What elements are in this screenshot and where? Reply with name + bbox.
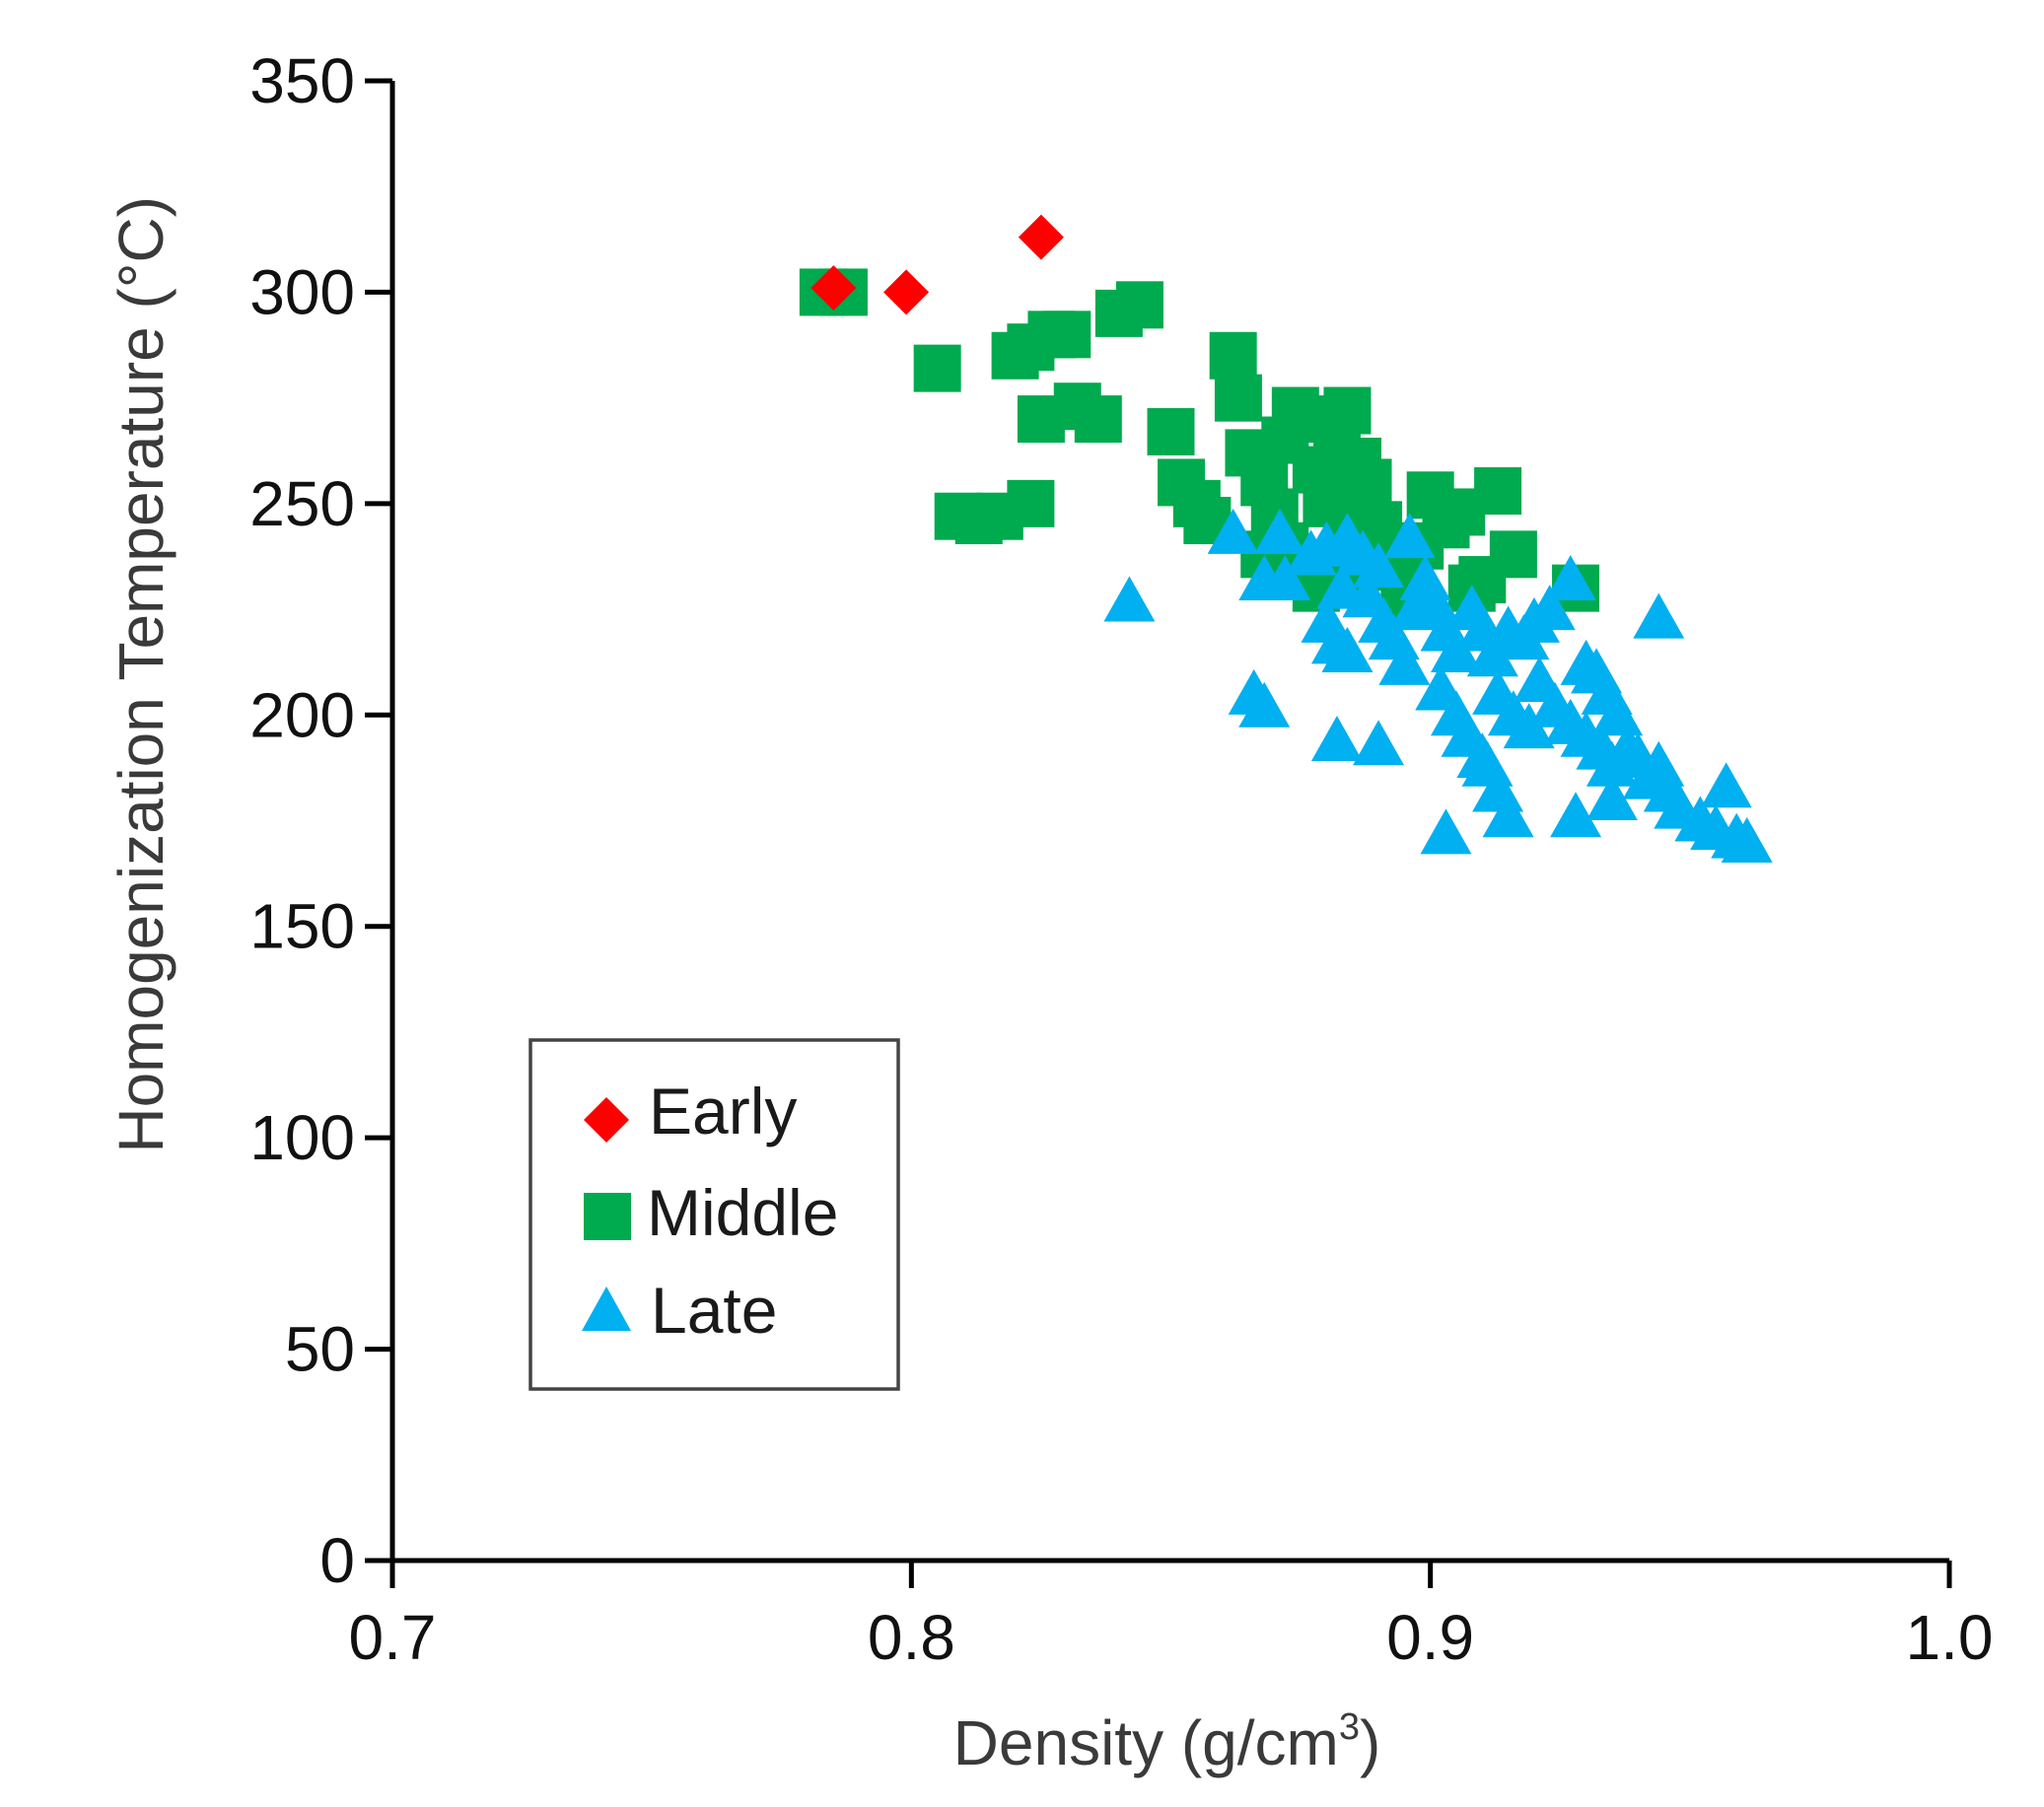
x-tick-label: 0.9 <box>1386 1602 1474 1673</box>
data-point-middle <box>1147 407 1195 455</box>
data-point-late <box>1586 775 1638 821</box>
data-point-late <box>1353 720 1405 766</box>
data-point-early <box>811 265 857 312</box>
data-point-late <box>1633 592 1685 639</box>
legend: Early Middle Late <box>529 1038 900 1391</box>
data-point-late <box>1310 716 1363 762</box>
data-point-late <box>1591 690 1644 736</box>
data-point-late <box>1721 816 1773 863</box>
y-tick-label: 100 <box>249 1102 355 1173</box>
data-point-late <box>1430 626 1482 672</box>
y-tick-label: 200 <box>249 679 355 750</box>
y-axis-title: Homogenization Temperature (°C) <box>106 196 176 1153</box>
data-point-middle <box>1115 281 1163 329</box>
data-point-middle <box>1007 479 1055 527</box>
data-point-late <box>1523 585 1576 631</box>
data-point-late <box>1103 576 1156 622</box>
x-axis-title-main: Density (g/cm <box>953 1707 1339 1778</box>
legend-label-early: Early <box>649 1075 797 1147</box>
series-middle <box>799 268 1600 621</box>
data-point-late <box>1254 508 1306 554</box>
x-axis-title: Density (g/cm3) <box>953 1706 1381 1778</box>
y-axis-ticks: 0 50 100 150 200 250 300 350 <box>249 45 392 1596</box>
series-early <box>811 214 1064 315</box>
x-tick-label: 1.0 <box>1906 1602 1994 1673</box>
data-point-middle <box>1214 374 1262 422</box>
legend-marker-late <box>582 1286 631 1331</box>
x-tick-label: 0.8 <box>868 1602 955 1673</box>
data-point-late <box>1238 681 1291 728</box>
data-point-early <box>1018 214 1064 260</box>
series-late <box>1103 508 1773 863</box>
data-point-late <box>1466 631 1518 677</box>
data-point-late <box>1544 555 1596 601</box>
y-tick-label: 300 <box>249 256 355 327</box>
data-point-late <box>1207 508 1259 554</box>
data-point-late <box>1321 626 1374 672</box>
data-point-late <box>1378 639 1431 685</box>
x-axis-ticks: 0.7 0.8 0.9 1.0 <box>349 1561 1994 1673</box>
data-point-middle <box>913 344 961 392</box>
data-point-middle <box>1074 395 1122 444</box>
x-tick-label: 0.7 <box>349 1602 437 1673</box>
data-point-middle <box>1344 458 1392 507</box>
legend-marker-middle <box>584 1193 631 1240</box>
data-point-late <box>1420 808 1472 855</box>
data-points <box>799 214 1773 863</box>
data-point-late <box>1383 513 1436 559</box>
data-point-late <box>1503 703 1555 749</box>
data-point-middle <box>1474 466 1522 515</box>
x-axis-title-close: ) <box>1360 1707 1380 1778</box>
axes: 0 50 100 150 200 250 300 350 0.7 0.8 0.9 1.0 <box>249 45 1993 1673</box>
data-point-late <box>1550 792 1602 838</box>
legend-label-late: Late <box>651 1274 777 1347</box>
data-point-middle <box>1209 331 1257 380</box>
y-tick-label: 250 <box>249 468 355 539</box>
y-tick-label: 0 <box>319 1525 355 1596</box>
legend-marker-early <box>584 1097 629 1143</box>
x-axis-title-superscript: 3 <box>1339 1706 1360 1748</box>
legend-label-middle: Middle <box>647 1176 838 1249</box>
data-point-middle <box>1043 311 1092 359</box>
data-point-early <box>883 269 930 315</box>
data-point-middle <box>1323 386 1372 435</box>
data-point-middle <box>1489 530 1537 579</box>
y-tick-label: 350 <box>249 45 355 116</box>
data-point-late <box>1482 792 1534 838</box>
data-point-late <box>1461 740 1514 787</box>
y-tick-label: 50 <box>285 1314 355 1385</box>
data-point-late <box>1259 555 1311 601</box>
data-point-late <box>1700 762 1752 808</box>
y-tick-label: 150 <box>249 891 355 962</box>
